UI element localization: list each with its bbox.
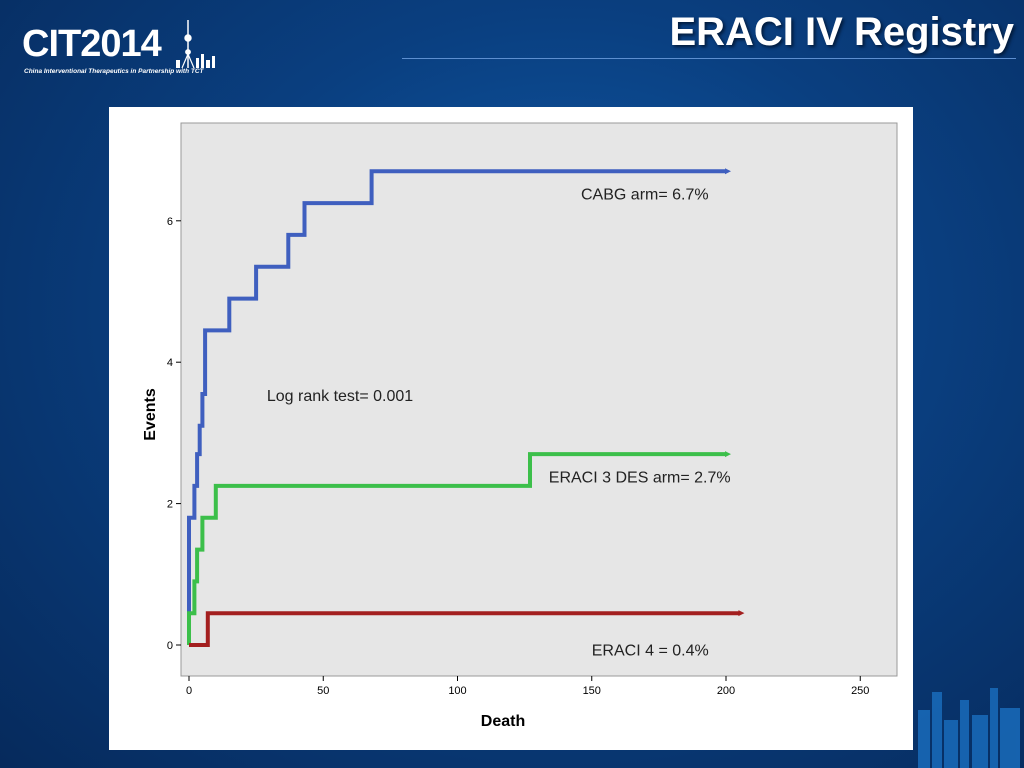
x-tick-label: 150 bbox=[583, 685, 601, 697]
series-line-eraci-4 bbox=[189, 611, 740, 647]
x-axis-title: Death bbox=[481, 713, 525, 730]
city-skyline-decoration bbox=[918, 688, 1020, 768]
title-divider bbox=[402, 58, 1016, 59]
x-tick-label: 50 bbox=[317, 685, 329, 697]
y-axis-title: Events bbox=[142, 388, 159, 441]
kaplan-meier-chart: 0 2 4 6 0 50 100 150 200 250 CABG arm= 6.7% Log r… bbox=[142, 122, 898, 730]
tower-icon bbox=[176, 20, 215, 69]
chart-panel: 0 2 4 6 0 50 100 150 200 250 CABG arm= 6.7% Log r… bbox=[109, 107, 913, 750]
annotation: ERACI 4 = 0.4% bbox=[592, 643, 709, 660]
x-tick-label: 100 bbox=[448, 685, 466, 697]
annotation: ERACI 3 DES arm= 2.7% bbox=[549, 469, 731, 486]
series-line-cabg-arm bbox=[187, 169, 726, 645]
y-tick-label: 2 bbox=[167, 499, 173, 511]
series-end-marker bbox=[725, 451, 731, 458]
series-end-marker bbox=[738, 610, 745, 617]
plot-area bbox=[180, 122, 898, 677]
y-tick-label: 4 bbox=[167, 357, 173, 369]
y-tick-label: 6 bbox=[167, 216, 173, 228]
cit-logo: CIT2014 China Interventional Therapeutic… bbox=[22, 18, 222, 78]
annotation: CABG arm= 6.7% bbox=[581, 187, 709, 204]
annotation: Log rank test= 0.001 bbox=[267, 388, 413, 405]
series-line-eraci-3-des-arm bbox=[187, 452, 726, 645]
slide-title: ERACI IV Registry bbox=[669, 10, 1014, 54]
series-end-marker bbox=[725, 168, 731, 175]
logo-text: CIT2014 bbox=[22, 23, 162, 65]
y-tick-label: 0 bbox=[167, 640, 173, 652]
x-tick-label: 250 bbox=[851, 685, 869, 697]
x-tick-label: 0 bbox=[186, 685, 192, 697]
x-tick-label: 200 bbox=[717, 685, 735, 697]
logo-tagline: China Interventional Therapeutics in Par… bbox=[24, 68, 204, 75]
